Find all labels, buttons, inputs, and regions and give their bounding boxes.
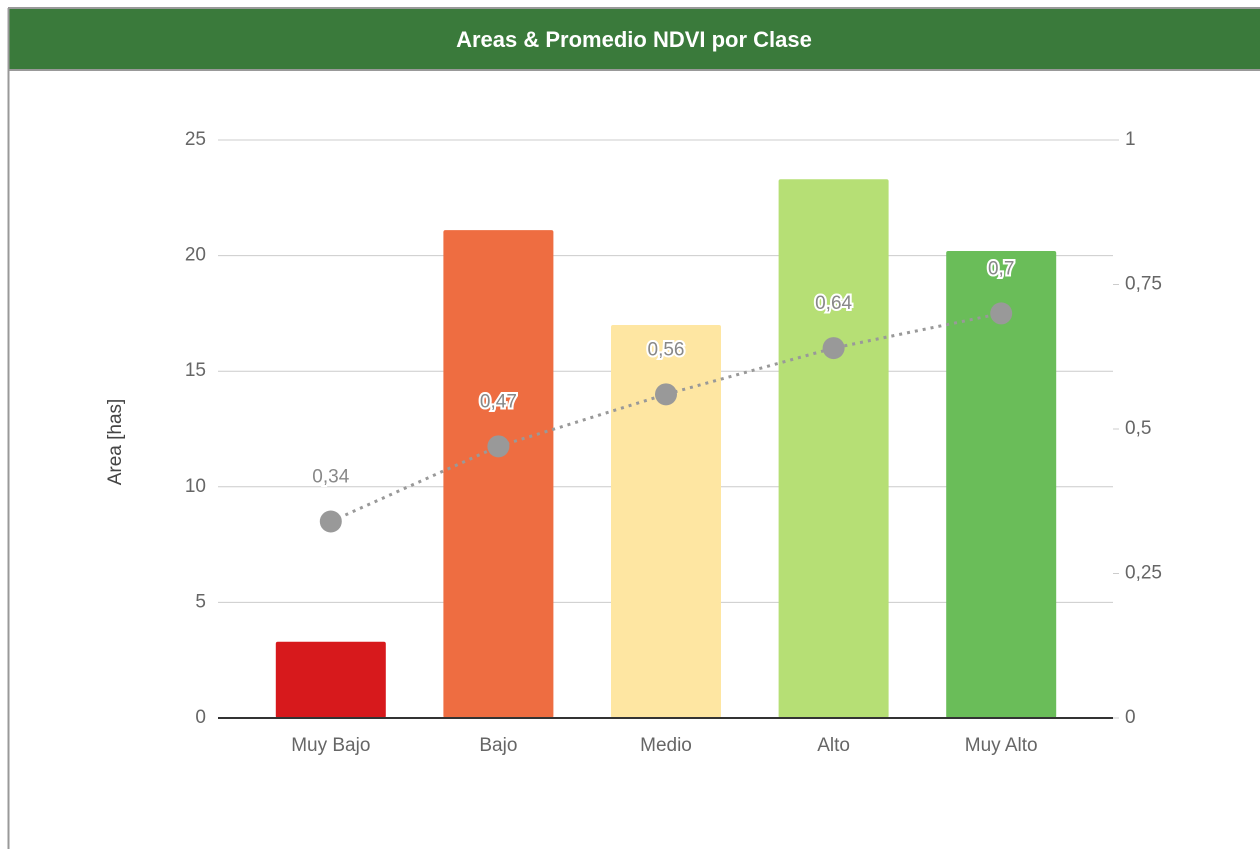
y-tick-label: 20 xyxy=(185,245,206,266)
y2-tick-label: 0 xyxy=(1125,707,1136,728)
x-tick-label: Bajo xyxy=(479,735,517,756)
ndvi-point xyxy=(822,337,845,360)
ndvi-point xyxy=(655,383,677,406)
ndvi-point xyxy=(319,510,342,533)
ndvi-label: 0,47 xyxy=(480,391,517,412)
bar xyxy=(275,641,386,718)
y2-tick-label: 0,25 xyxy=(1125,563,1162,584)
ndvi-label: 0,56 xyxy=(648,339,685,360)
bar xyxy=(443,230,554,718)
y2-tick-label: 0,75 xyxy=(1125,274,1162,295)
ndvi-label: 0,34 xyxy=(312,466,349,487)
x-tick-label: Muy Alto xyxy=(965,735,1038,756)
bar xyxy=(611,324,721,718)
x-tick-label: Alto xyxy=(817,735,850,756)
y-tick-label: 10 xyxy=(185,476,206,497)
bar xyxy=(778,179,889,718)
ndvi-line xyxy=(330,311,1002,523)
ndvi-label: 0,7 xyxy=(988,258,1014,279)
y-tick-label: 0 xyxy=(195,707,206,728)
x-tick-label: Muy Bajo xyxy=(291,735,370,756)
ndvi-point xyxy=(487,435,510,458)
ndvi-label: 0,64 xyxy=(815,293,852,314)
y-axis-label: Area [has] xyxy=(105,399,126,486)
chart-title: Areas & Promedio NDVI por Clase xyxy=(456,27,812,52)
y-tick-label: 5 xyxy=(195,591,206,612)
y2-tick-label: 1 xyxy=(1125,129,1136,150)
ndvi-point xyxy=(990,302,1013,325)
y2-tick-label: 0,5 xyxy=(1125,418,1151,439)
y-tick-label: 15 xyxy=(185,360,206,381)
header-bar xyxy=(8,8,1260,70)
y-tick-label: 25 xyxy=(185,129,206,150)
bar xyxy=(946,250,1057,718)
x-tick-label: Medio xyxy=(640,735,692,756)
